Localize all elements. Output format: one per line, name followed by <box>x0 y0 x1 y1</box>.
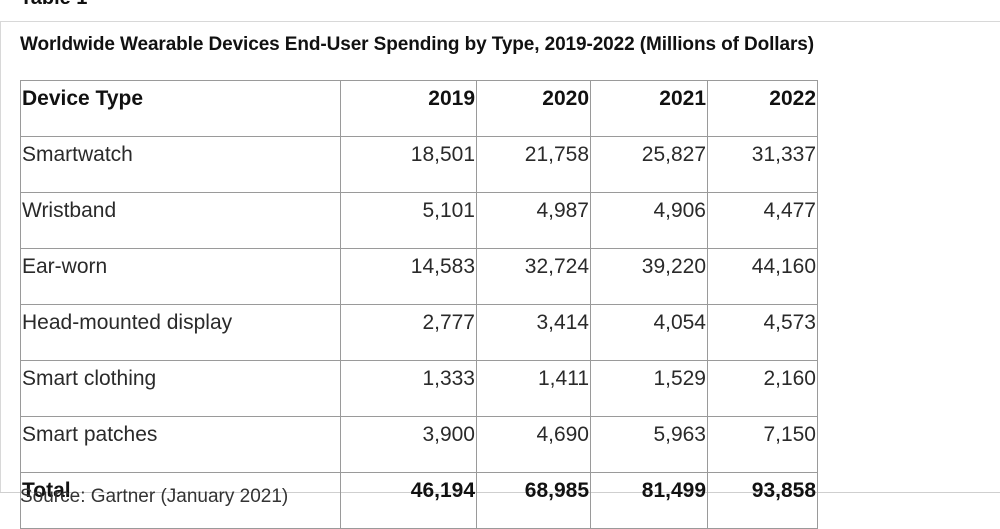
cell-2021: 39,220 <box>590 248 708 305</box>
cell-2020: 21,758 <box>476 136 591 193</box>
cell-2020: 1,411 <box>476 360 591 417</box>
table-label: Table 1 <box>20 0 87 8</box>
cell-2019: 3,900 <box>340 416 477 473</box>
cell-2021: 1,529 <box>590 360 708 417</box>
cell-2022: 2,160 <box>707 360 818 417</box>
header-year-2020: 2020 <box>476 80 591 137</box>
row-label: Smart clothing <box>20 360 341 417</box>
table-row: Smart clothing 1,333 1,411 1,529 2,160 <box>20 360 818 417</box>
table-row: Ear-worn 14,583 32,724 39,220 44,160 <box>20 248 818 305</box>
table-row: Smartwatch 18,501 21,758 25,827 31,337 <box>20 136 818 193</box>
row-label: Smartwatch <box>20 136 341 193</box>
frame-top-border <box>0 21 1000 22</box>
row-label: Smart patches <box>20 416 341 473</box>
header-year-2021: 2021 <box>590 80 708 137</box>
cell-2020: 4,987 <box>476 192 591 249</box>
cell-2019: 14,583 <box>340 248 477 305</box>
table-row: Smart patches 3,900 4,690 5,963 7,150 <box>20 416 818 473</box>
table-row: Wristband 5,101 4,987 4,906 4,477 <box>20 192 818 249</box>
row-label: Head-mounted display <box>20 304 341 361</box>
header-year-2019: 2019 <box>340 80 477 137</box>
cell-2022: 7,150 <box>707 416 818 473</box>
row-label: Ear-worn <box>20 248 341 305</box>
cell-2019: 18,501 <box>340 136 477 193</box>
cell-2020: 3,414 <box>476 304 591 361</box>
total-2022: 93,858 <box>707 472 818 529</box>
frame-left-border <box>0 21 1 493</box>
header-device-type: Device Type <box>20 80 341 137</box>
cell-2020: 32,724 <box>476 248 591 305</box>
cell-2021: 4,054 <box>590 304 708 361</box>
total-2019: 46,194 <box>340 472 477 529</box>
total-2021: 81,499 <box>590 472 708 529</box>
spending-table: Device Type 2019 2020 2021 2022 Smartwat… <box>20 80 818 529</box>
cell-2019: 2,777 <box>340 304 477 361</box>
cell-2022: 4,573 <box>707 304 818 361</box>
cell-2021: 4,906 <box>590 192 708 249</box>
table-row: Head-mounted display 2,777 3,414 4,054 4… <box>20 304 818 361</box>
cell-2022: 44,160 <box>707 248 818 305</box>
cell-2021: 25,827 <box>590 136 708 193</box>
table-header-row: Device Type 2019 2020 2021 2022 <box>20 80 818 137</box>
cell-2019: 1,333 <box>340 360 477 417</box>
cell-2022: 31,337 <box>707 136 818 193</box>
total-2020: 68,985 <box>476 472 591 529</box>
cell-2021: 5,963 <box>590 416 708 473</box>
table-title: Worldwide Wearable Devices End-User Spen… <box>20 34 814 55</box>
cell-2019: 5,101 <box>340 192 477 249</box>
cell-2020: 4,690 <box>476 416 591 473</box>
source-note: Source: Gartner (January 2021) <box>20 486 289 507</box>
row-label: Wristband <box>20 192 341 249</box>
cell-2022: 4,477 <box>707 192 818 249</box>
header-year-2022: 2022 <box>707 80 818 137</box>
